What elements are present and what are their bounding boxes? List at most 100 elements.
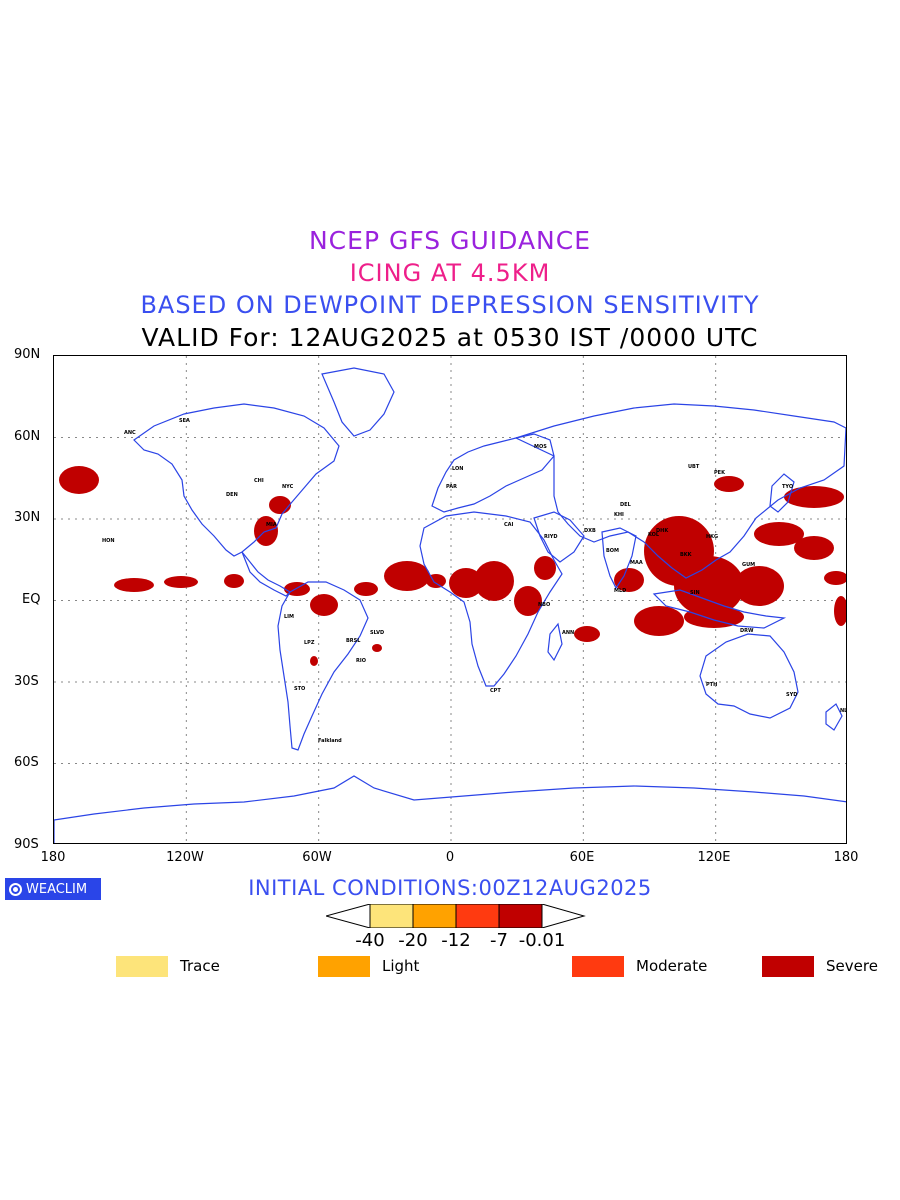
station-labels: ANC SEA DEN CHI NYC MIA HON LIM BRSL SLVD LPZ STO RI… (102, 418, 847, 744)
lat-label-90n: 90N (14, 347, 41, 362)
station-label: LON (452, 466, 463, 472)
station-label: RIYD (544, 534, 557, 540)
station-label: BRSL (346, 638, 361, 644)
station-label: MOS (534, 444, 547, 450)
coast-south-america (277, 581, 369, 751)
station-label: UBT (688, 464, 700, 470)
legend-swatch-severe (762, 955, 814, 977)
station-label: PEK (714, 470, 726, 476)
station-label: PTH (706, 682, 717, 688)
severe-icing-patch (224, 574, 244, 588)
station-label: CHI (254, 478, 264, 484)
severe-icing-patch (449, 568, 483, 598)
station-label: DXB (584, 528, 596, 534)
graticule (54, 356, 846, 843)
coast-europe (431, 433, 555, 513)
lon-label-180w: 180 (40, 850, 66, 865)
severe-icing-patch (164, 576, 198, 588)
station-label: DEL (620, 502, 632, 508)
colorbar-tick: -12 (441, 930, 471, 951)
severe-icing-patch (784, 486, 844, 508)
severe-icing-patch (714, 476, 744, 492)
severe-icing-patch (674, 556, 744, 616)
severe-icing-patch (634, 606, 684, 636)
station-label: MLD (614, 588, 626, 594)
station-label: BKK (680, 552, 693, 558)
title-model: NCEP GFS GUIDANCE (308, 226, 591, 255)
station-label: CPT (490, 688, 501, 694)
severe-icing-patch (754, 522, 804, 546)
colorbar-tick: -0.01 (518, 930, 566, 951)
colorbar-tick: -20 (398, 930, 428, 951)
coast-africa (419, 511, 563, 687)
icing-areas (59, 466, 846, 666)
lat-label-60n: 60N (14, 429, 41, 444)
station-label: KOL (648, 532, 660, 538)
legend-label-moderate: Moderate (636, 957, 708, 975)
colorbar-ticks: -40 -20 -12 -7 -0.01 (0, 930, 900, 951)
legend-item-light: Light (318, 955, 419, 977)
coast-japan (769, 473, 795, 513)
legend-swatch-trace (116, 955, 168, 977)
station-label: RIO (356, 658, 366, 664)
station-label: STO (294, 686, 305, 692)
severe-icing-patch (426, 574, 446, 588)
coast-madagascar (547, 622, 563, 662)
lat-label-30s: 30S (14, 674, 39, 689)
world-map: ANC SEA DEN CHI NYC MIA HON LIM BRSL SLVD LPZ STO RI… (53, 355, 847, 844)
station-label: LIM (284, 614, 294, 620)
severe-icing-patch (372, 644, 382, 652)
station-label: DHK (656, 528, 669, 534)
severe-icing-patch (614, 568, 644, 592)
station-label: MIA (266, 522, 277, 528)
legend-label-severe: Severe (826, 957, 878, 975)
station-label: GUM (742, 562, 755, 568)
colorbar-tick: -7 (490, 930, 508, 951)
weaclim-brand-badge: WEACLIM (5, 878, 101, 900)
coast-indian-peninsula (601, 527, 637, 590)
coast-antarctica (54, 775, 846, 843)
weaclim-logo-icon (9, 882, 22, 896)
severe-icing-patch (310, 656, 318, 666)
station-label: HKG (706, 534, 718, 540)
coastlines (54, 367, 846, 843)
station-label: KHI (614, 512, 624, 518)
legend-swatch-light (318, 955, 370, 977)
lon-label-60e: 60E (569, 850, 595, 865)
severe-icing-patch (574, 626, 600, 642)
station-label: ANC (124, 430, 136, 436)
legend-label-light: Light (382, 957, 420, 975)
station-label: LPZ (304, 640, 315, 646)
station-label: SYD (786, 692, 797, 698)
title-method: BASED ON DEWPOINT DEPRESSION SENSITIVITY (140, 291, 760, 319)
severe-icing-patch (310, 594, 338, 616)
colorbar-right-arrow (541, 904, 586, 928)
coast-asia (514, 403, 846, 579)
severe-icing-patch (354, 582, 378, 596)
legend-swatch-moderate (572, 955, 624, 977)
world-map-svg: ANC SEA DEN CHI NYC MIA HON LIM BRSL SLVD LPZ STO RI… (54, 356, 847, 843)
coast-indonesia (652, 589, 787, 629)
colorbar-segment-severe (498, 904, 543, 928)
severe-icing-patch (269, 496, 291, 514)
station-label: TYO (782, 484, 793, 490)
severe-icing-patch (284, 582, 310, 596)
colorbar-tick: -40 (355, 930, 385, 951)
station-label: MAA (630, 560, 643, 566)
colorbar (326, 904, 586, 928)
colorbar-segment-trace (369, 904, 414, 928)
station-label: NLT (840, 708, 847, 714)
colorbar-left-arrow (326, 904, 371, 928)
lon-label-180e: 180 (833, 850, 859, 865)
severe-icing-patch (824, 571, 846, 585)
coast-central-america (241, 551, 291, 597)
station-label: HON (102, 538, 115, 544)
coast-north-america (133, 403, 340, 557)
coast-greenland (321, 367, 395, 437)
legend-item-moderate: Moderate (572, 955, 707, 977)
severe-icing-patch (384, 561, 430, 591)
station-label: PAR (446, 484, 457, 490)
station-label: CAI (504, 522, 514, 528)
lat-label-eq: EQ (22, 592, 41, 607)
severe-icing-patch (114, 578, 154, 592)
